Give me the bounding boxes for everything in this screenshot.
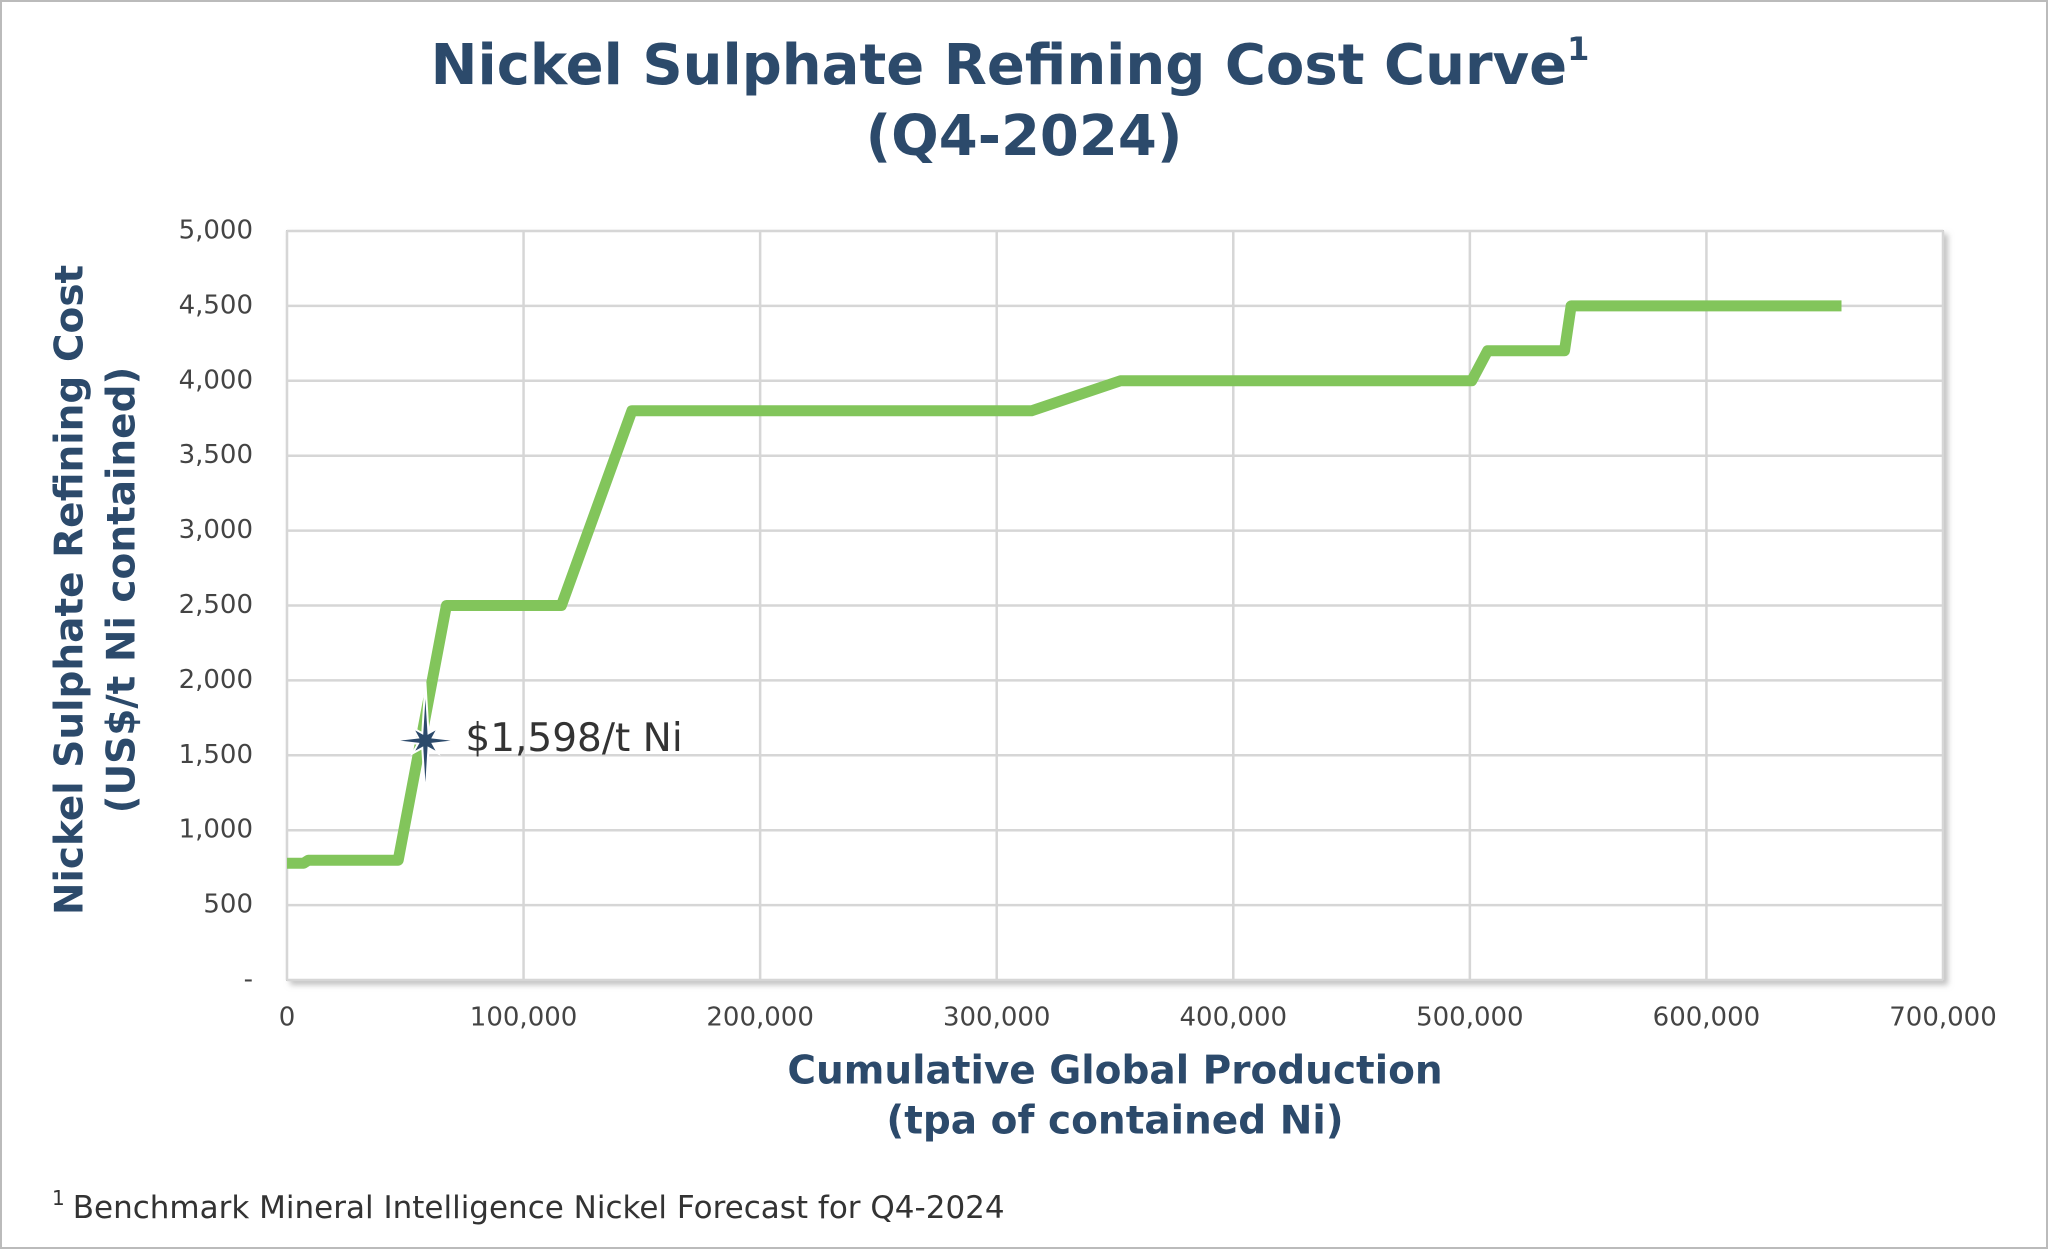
x-tick-label: 400,000 [1180,1003,1288,1033]
y-tick-label: 5,000 [179,216,253,246]
x-tick-label: 0 [279,1003,296,1033]
x-tick-label: 100,000 [470,1003,578,1033]
y-tick-label: 1,000 [179,815,253,845]
y-tick-label: 3,500 [179,440,253,470]
y-tick-label: 2,000 [179,665,253,695]
y-tick-label: 4,500 [179,290,253,320]
y-tick-label: 3,000 [179,515,253,545]
x-tick-label: 200,000 [706,1003,814,1033]
y-tick-label: 1,500 [179,740,253,770]
x-tick-label: 700,000 [1889,1003,1997,1033]
y-axis-title: Nickel Sulphate Refining Cost [48,265,93,915]
x-tick-label: 300,000 [943,1003,1051,1033]
x-axis-title: Cumulative Global Production [787,1049,1442,1094]
x-tick-label: 500,000 [1416,1003,1524,1033]
x-axis-title: (tpa of contained Ni) [886,1099,1343,1144]
y-tick-label: 2,500 [179,590,253,620]
cost-curve [287,300,1842,869]
y-tick-label: - [244,965,253,995]
chart-subtitle: (Q4-2024) [866,104,1183,169]
y-axis-title: (US$/t Ni contained) [100,367,145,814]
annotation-label: $1,598/t Ni [465,716,682,761]
footnote: 1 Benchmark Mineral Intelligence Nickel F… [52,1186,1005,1226]
annotation-marker [391,682,460,799]
y-tick-label: 4,000 [179,365,253,395]
chart-title: Nickel Sulphate Refining Cost Curve1 [431,30,1590,98]
x-tick-label: 600,000 [1653,1003,1761,1033]
y-tick-label: 500 [203,890,253,920]
